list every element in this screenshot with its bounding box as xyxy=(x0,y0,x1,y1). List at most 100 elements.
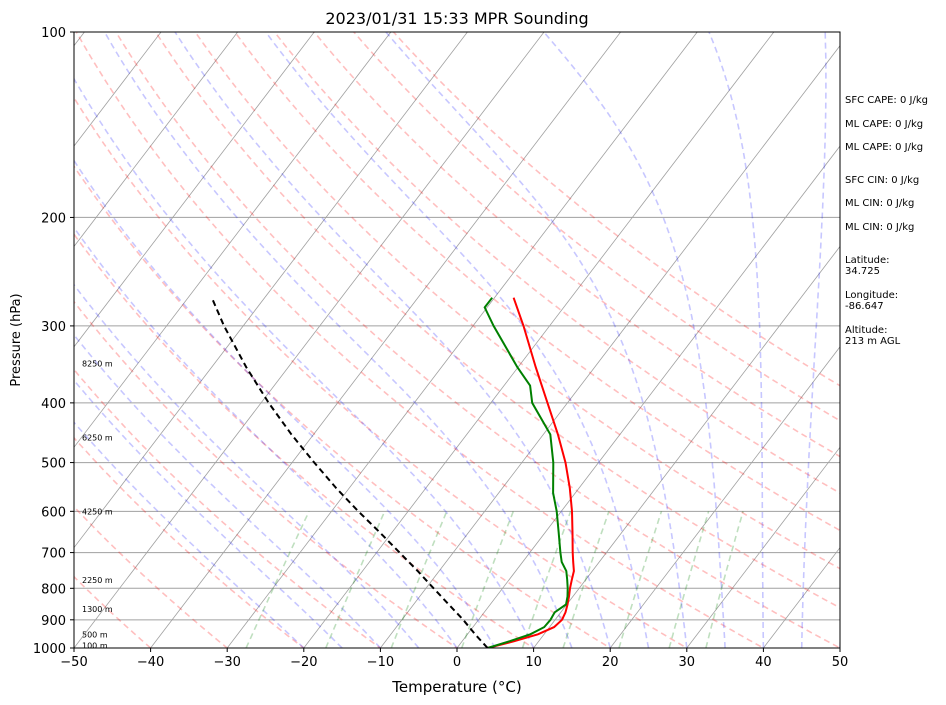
mixing-ratio-line xyxy=(460,511,515,648)
dry-adiabat xyxy=(273,32,840,494)
moist-adiabat xyxy=(74,226,458,648)
x-axis-label: Temperature (°C) xyxy=(391,678,521,696)
dry-adiabat xyxy=(74,368,382,648)
background-lines xyxy=(74,18,946,661)
moist-adiabat xyxy=(174,32,611,648)
x-tick-label: −40 xyxy=(137,655,164,670)
height-label: 500 m xyxy=(82,630,108,639)
dry-adiabat xyxy=(74,300,459,648)
x-axis-ticks: −50 −40 −30 −20 −10 0 10 20 30 40 50 xyxy=(60,648,848,670)
dry-adiabat xyxy=(74,436,306,648)
mixing-ratio-line xyxy=(390,511,448,648)
isotherm xyxy=(609,346,840,648)
dry-adiabat xyxy=(74,575,152,648)
moist-adiabat xyxy=(708,32,765,648)
x-tick-label: 20 xyxy=(602,655,619,670)
x-tick-label: 40 xyxy=(755,655,772,670)
isotherm xyxy=(150,32,622,648)
x-tick-label: −30 xyxy=(213,655,240,670)
isotherm xyxy=(74,32,468,549)
moist-adiabat xyxy=(103,32,573,648)
plot-frame xyxy=(73,31,841,649)
dry-adiabat xyxy=(114,32,840,648)
x-tick-label: −10 xyxy=(367,655,394,670)
ml-cin-text-2: ML CIN: 0 J/kg xyxy=(845,222,915,233)
moist-adiabat xyxy=(74,333,381,648)
y-tick-label: 500 xyxy=(41,457,66,472)
x-tick-label: −20 xyxy=(290,655,317,670)
mixing-ratio-line xyxy=(325,510,386,648)
y-tick-label: 600 xyxy=(41,505,66,520)
moist-adiabat xyxy=(74,379,343,648)
temperature-line xyxy=(487,297,575,648)
moist-adiabat xyxy=(74,77,535,648)
dry-adiabat xyxy=(74,164,612,648)
isotherm xyxy=(533,245,840,648)
height-label: 4250 m xyxy=(82,507,113,516)
dewpoint-line xyxy=(483,297,569,648)
dry-adiabat xyxy=(154,32,840,609)
dry-adiabat xyxy=(74,96,689,648)
isotherm xyxy=(226,32,698,648)
isotherm xyxy=(379,45,840,648)
y-axis-label: Pressure (hPa) xyxy=(9,293,24,386)
y-tick-label: 300 xyxy=(41,320,66,335)
mixing-ratio-line xyxy=(705,511,744,648)
latitude-text: Latitude: 34.725 xyxy=(845,255,890,277)
ml-cape-text: ML CAPE: 0 J/kg xyxy=(845,119,924,130)
dry-adiabat xyxy=(74,505,229,648)
x-tick-label: −50 xyxy=(60,655,87,670)
dry-adiabat xyxy=(233,32,840,532)
isotherm xyxy=(686,446,840,648)
longitude-text: Longitude: -86.647 xyxy=(845,290,899,312)
altitude-text: Altitude: 213 m AGL xyxy=(845,325,901,347)
sfc-cape-text: SFC CAPE: 0 J/kg xyxy=(845,95,928,106)
height-labels: 100 m 500 m 1300 m 2250 m 4250 m 6250 m 8250 m xyxy=(82,359,113,650)
isotherm xyxy=(762,546,840,648)
mixing-ratio-line xyxy=(245,510,310,648)
y-tick-label: 1000 xyxy=(33,642,66,657)
height-label: 1300 m xyxy=(82,605,113,614)
height-label: 100 m xyxy=(82,641,108,650)
y-tick-label: 100 xyxy=(41,26,66,41)
parcel-line xyxy=(210,297,489,648)
moist-adiabat xyxy=(74,421,305,648)
y-tick-label: 900 xyxy=(41,614,66,629)
moist-adiabat xyxy=(800,32,827,648)
moist-adiabat xyxy=(543,32,726,648)
sfc-cin-text: SFC CIN: 0 J/kg xyxy=(845,175,920,186)
moist-adiabat xyxy=(385,32,688,648)
x-tick-label: 30 xyxy=(679,655,696,670)
mixing-ratio-line xyxy=(668,511,710,648)
mixing-ratio-line xyxy=(618,511,663,648)
isotherm xyxy=(303,32,775,648)
mixing-ratio-line xyxy=(562,511,610,648)
isotherm xyxy=(74,32,545,648)
mixing-ratio-line xyxy=(521,511,572,648)
y-axis-ticks: 100 200 300 400 500 600 700 800 900 1000 xyxy=(33,26,74,657)
x-tick-label: 50 xyxy=(832,655,849,670)
dry-adiabat xyxy=(352,32,840,422)
y-tick-label: 200 xyxy=(41,211,66,226)
height-label: 6250 m xyxy=(82,433,113,442)
dry-adiabat xyxy=(392,32,840,387)
isotherm xyxy=(456,145,840,648)
isotherm xyxy=(74,32,162,147)
isotherm xyxy=(74,32,315,348)
data-lines xyxy=(210,297,575,648)
isotherm xyxy=(74,32,392,448)
isotherm xyxy=(907,18,946,661)
x-tick-label: 10 xyxy=(525,655,542,670)
moist-adiabat xyxy=(265,32,650,648)
dry-adiabat xyxy=(194,32,840,570)
dry-adiabat xyxy=(75,32,766,648)
chart-title: 2023/01/31 15:33 MPR Sounding xyxy=(325,9,588,28)
height-label: 8250 m xyxy=(82,359,113,368)
ml-cape-text-2: ML CAPE: 0 J/kg xyxy=(845,142,924,153)
x-tick-label: 0 xyxy=(453,655,461,670)
isotherm xyxy=(74,32,239,248)
height-label: 2250 m xyxy=(82,576,113,585)
y-tick-label: 400 xyxy=(41,397,66,412)
y-tick-label: 700 xyxy=(41,547,66,562)
